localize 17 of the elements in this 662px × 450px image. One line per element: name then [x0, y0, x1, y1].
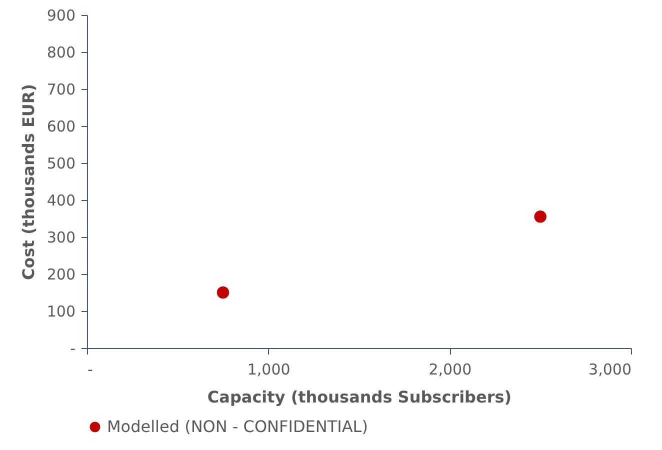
- y-tick-label: 200: [46, 266, 76, 284]
- y-tick-label: 300: [46, 228, 76, 246]
- y-tick-label: 500: [46, 154, 76, 172]
- x-tick-label: 3,000: [588, 360, 632, 378]
- x-tick-label: 2,000: [428, 360, 472, 378]
- y-tick-label: 800: [46, 44, 76, 62]
- y-tick-label: 900: [46, 6, 76, 24]
- y-tick-label: 600: [46, 118, 76, 136]
- x-tick-label: 1,000: [247, 360, 290, 378]
- y-tick-label: 400: [46, 192, 76, 210]
- y-axis-title: Cost (thousands EUR): [18, 84, 38, 280]
- x-tick-label: -: [88, 360, 93, 378]
- y-tick-label: 100: [46, 302, 76, 320]
- y-tick-label: -: [70, 340, 76, 358]
- x-axis-title: Capacity (thousands Subscribers): [207, 388, 512, 406]
- y-tick-label: 700: [46, 80, 76, 98]
- legend-label: Modelled (NON - CONFIDENTIAL): [107, 417, 368, 436]
